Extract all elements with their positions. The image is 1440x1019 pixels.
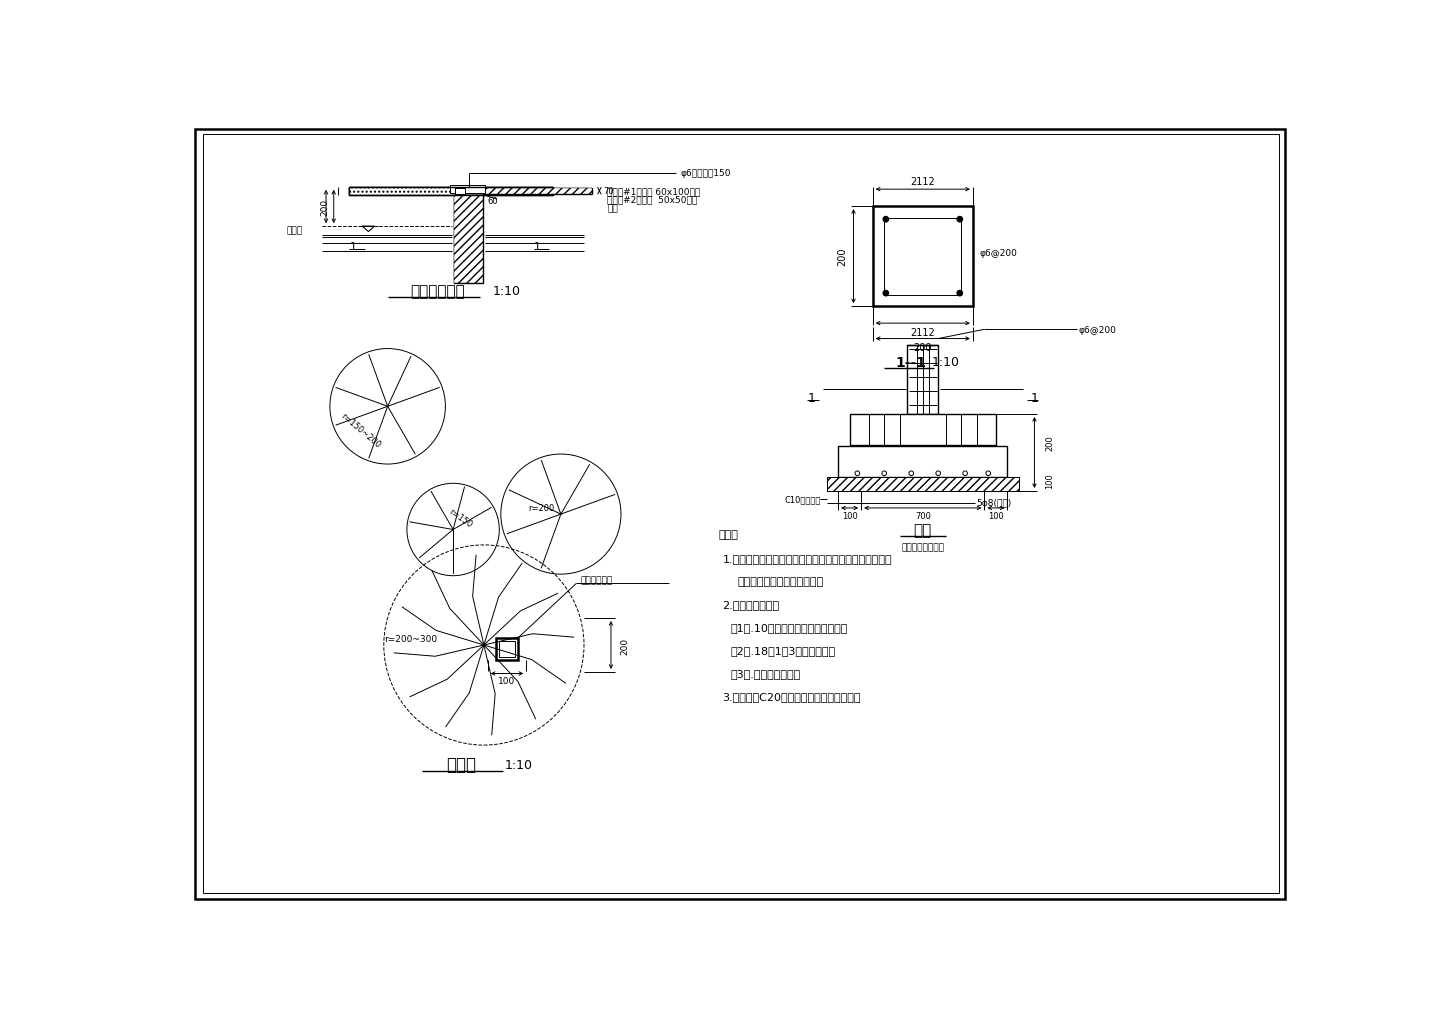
Text: 2.面层作法如下：: 2.面层作法如下： <box>723 599 779 609</box>
Text: r=200~300: r=200~300 <box>384 635 438 644</box>
Text: 常水位: 常水位 <box>287 226 302 235</box>
Text: 2112: 2112 <box>910 176 935 186</box>
Bar <box>500 642 514 657</box>
Text: 200: 200 <box>838 248 848 266</box>
Text: 基础: 基础 <box>913 523 932 537</box>
Text: C10素混垫层: C10素混垫层 <box>783 494 821 503</box>
Text: 70: 70 <box>603 187 613 196</box>
Text: φ6双向中距150: φ6双向中距150 <box>680 169 730 178</box>
Text: 说明：: 说明： <box>719 530 739 540</box>
Bar <box>348 187 553 196</box>
Bar <box>884 218 962 296</box>
Bar <box>348 187 553 196</box>
Bar <box>873 207 973 307</box>
Bar <box>451 186 485 194</box>
Text: 1: 1 <box>350 242 357 252</box>
Bar <box>454 196 484 284</box>
Text: φ6@200: φ6@200 <box>1079 325 1116 334</box>
Text: φ6@200: φ6@200 <box>979 249 1017 258</box>
Text: 200: 200 <box>320 199 328 216</box>
Text: （1）.10厚白色水泥（掺绿色）粉面: （1）.10厚白色水泥（掺绿色）粉面 <box>730 623 848 632</box>
Polygon shape <box>363 227 374 232</box>
Text: r=150~200: r=150~200 <box>338 411 383 449</box>
Text: 100: 100 <box>498 677 516 685</box>
Circle shape <box>958 291 962 297</box>
Text: 预埋件#1：预埋 60x100铁件: 预埋件#1：预埋 60x100铁件 <box>608 187 700 196</box>
Text: 立面、剖面图: 立面、剖面图 <box>410 284 465 299</box>
Text: 左右相对摆放以及美观效果。: 左右相对摆放以及美观效果。 <box>739 576 824 586</box>
Bar <box>827 478 1020 491</box>
Bar <box>454 196 484 284</box>
Bar <box>484 190 592 195</box>
Text: r=150: r=150 <box>448 507 474 530</box>
Text: 200: 200 <box>621 637 629 654</box>
Bar <box>850 415 996 445</box>
Text: 1: 1 <box>1031 391 1038 405</box>
Text: r=200: r=200 <box>528 504 554 513</box>
Bar <box>497 639 518 660</box>
Bar <box>838 447 1008 478</box>
Bar <box>827 478 1020 491</box>
Text: 5φ8(双向): 5φ8(双向) <box>976 498 1012 507</box>
Text: 岸坪: 岸坪 <box>608 204 618 213</box>
Text: （2）.18厚1：3水泥砂浆找平: （2）.18厚1：3水泥砂浆找平 <box>730 645 835 655</box>
Text: 1:10: 1:10 <box>504 758 533 771</box>
Text: 预埋铁件位置: 预埋铁件位置 <box>580 576 612 585</box>
Text: 700: 700 <box>914 512 930 521</box>
Text: 200: 200 <box>913 342 932 353</box>
Text: （3）.素水泥浆结合层: （3）.素水泥浆结合层 <box>730 668 801 679</box>
Text: 1: 1 <box>808 391 815 405</box>
Text: 预埋件#2：预埋  50x50铁件: 预埋件#2：预埋 50x50铁件 <box>608 196 697 205</box>
Text: 基础混凝土见另定: 基础混凝土见另定 <box>901 542 945 551</box>
Circle shape <box>883 291 888 297</box>
Bar <box>907 345 939 415</box>
Text: 1:10: 1:10 <box>932 356 960 369</box>
Text: 3.混凝土为C20，预埋铁件需做防腐处理。: 3.混凝土为C20，预埋铁件需做防腐处理。 <box>723 692 861 701</box>
Text: 2112: 2112 <box>910 327 935 337</box>
Text: 1: 1 <box>534 242 541 252</box>
Text: 1.汀步面层颜色为淡绿色，布置时应注意步蹬间距大小，: 1.汀步面层颜色为淡绿色，布置时应注意步蹬间距大小， <box>723 553 893 564</box>
Circle shape <box>958 217 962 223</box>
Text: 60: 60 <box>487 197 498 206</box>
Bar <box>484 190 592 195</box>
Text: 平面图: 平面图 <box>446 756 475 773</box>
Bar <box>455 189 465 195</box>
Text: 100: 100 <box>842 512 858 521</box>
Text: 1--1: 1--1 <box>896 356 927 369</box>
Text: 200: 200 <box>1045 434 1054 450</box>
Text: 100: 100 <box>1045 473 1054 489</box>
Circle shape <box>883 217 888 223</box>
Text: 100: 100 <box>988 512 1004 521</box>
Text: 1:10: 1:10 <box>492 285 521 298</box>
